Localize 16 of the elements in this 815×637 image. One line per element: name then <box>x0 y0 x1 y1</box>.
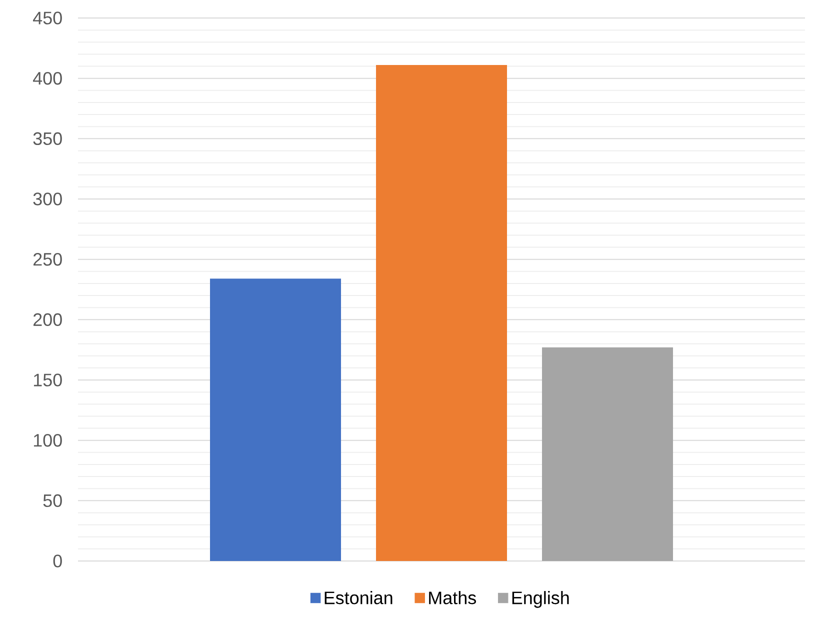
legend-label: Maths <box>429 591 476 604</box>
y-tick-label: 100 <box>34 434 62 447</box>
legend-label: English <box>512 591 569 608</box>
y-tick-label: 400 <box>33 72 62 85</box>
y-tick-label: 350 <box>33 132 62 146</box>
legend-label: Estonian <box>324 591 392 604</box>
y-tick-label: 0 <box>53 554 62 568</box>
y-tick-label: 150 <box>34 374 62 386</box>
bar <box>542 347 674 561</box>
y-tick-label: 250 <box>33 252 62 266</box>
y-tick-label: 450 <box>33 12 62 24</box>
bar <box>376 65 508 561</box>
y-tick-label: 200 <box>33 313 62 326</box>
y-tick-label: 50 <box>43 494 62 508</box>
y-tick-label: 300 <box>33 192 62 206</box>
bar <box>210 278 342 561</box>
